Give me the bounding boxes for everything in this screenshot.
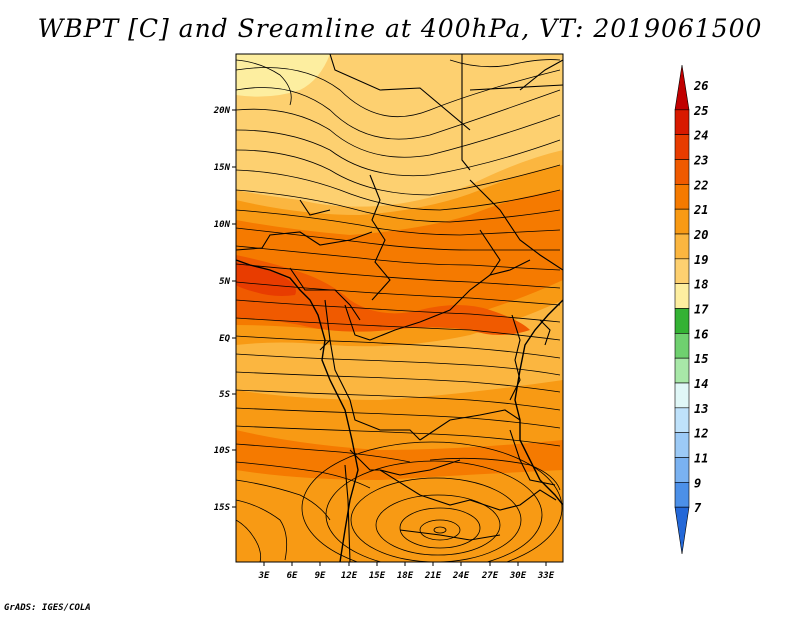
colorbar-label: 13 xyxy=(694,402,708,416)
colorbar-label: 15 xyxy=(694,352,708,366)
colorbar-label: 14 xyxy=(694,377,708,391)
colorbar-swatch xyxy=(674,357,690,384)
lon-tick-label: 33E xyxy=(537,571,555,581)
colorbar-swatch xyxy=(674,208,690,235)
colorbar-swatch xyxy=(674,109,690,135)
colorbar-label: 19 xyxy=(694,253,708,267)
lat-axis xyxy=(232,109,236,508)
map-frame xyxy=(235,53,564,563)
grads-credit: GrADS: IGES/COLA xyxy=(4,603,91,613)
lon-tick-label: 6E xyxy=(287,571,298,581)
lat-tick-labels: 20N 15N 10N 5N EQ 5S 10S 15S xyxy=(213,106,231,513)
lat-tick-label: 20N xyxy=(213,106,231,116)
colorbar-swatch xyxy=(674,233,690,260)
coastline xyxy=(236,259,563,562)
lon-tick-label: 27E xyxy=(481,571,499,581)
colorbar-swatch xyxy=(674,457,690,483)
colorbar-label: 7 xyxy=(694,501,702,515)
lat-tick-label: EQ xyxy=(219,334,230,344)
colorbar-swatch xyxy=(674,333,690,359)
colorbar-label: 25 xyxy=(693,104,708,118)
lat-tick-label: 10S xyxy=(214,446,231,456)
colorbar-label: 11 xyxy=(694,452,708,466)
lon-tick-label: 3E xyxy=(258,571,270,581)
colorbar-swatch xyxy=(674,134,690,160)
lon-axis xyxy=(263,562,547,566)
colorbar-label: 21 xyxy=(693,203,708,217)
lon-tick-label: 15E xyxy=(369,571,386,581)
colorbar-label: 18 xyxy=(694,278,708,292)
streamlines xyxy=(236,59,563,562)
colorbar-label: 23 xyxy=(693,154,708,168)
colorbar-label: 17 xyxy=(694,303,709,317)
wbpt-field xyxy=(236,54,563,562)
lat-tick-label: 5S xyxy=(219,390,230,400)
colorbar-label: 12 xyxy=(694,427,708,441)
colorbar-swatch xyxy=(674,258,690,284)
colorbar-label: 20 xyxy=(693,228,708,242)
colorbar-swatch xyxy=(674,432,690,458)
colorbar-label: 24 xyxy=(693,129,708,143)
colorbar-swatch xyxy=(674,407,690,433)
colorbar-label: 9 xyxy=(694,476,701,490)
lat-tick-label: 15N xyxy=(214,163,231,173)
lat-tick-label: 10N xyxy=(214,220,231,230)
colorbar-label: 22 xyxy=(693,178,708,192)
colorbar-swatch xyxy=(674,308,690,334)
colorbar-swatch xyxy=(674,482,690,508)
lon-tick-label: 21E xyxy=(424,571,442,581)
chart-title: WBPT [C] and Sreamline at 400hPa, VT: 20… xyxy=(37,14,763,43)
colorbar-swatch xyxy=(674,382,690,409)
lon-tick-labels: 3E 6E 9E 12E 15E 18E 21E 24E 27E 30E 33E xyxy=(258,571,555,581)
colorbar-label: 16 xyxy=(694,327,708,341)
colorbar-swatch xyxy=(674,64,690,111)
colorbar-swatch xyxy=(674,283,690,309)
lat-tick-label: 15S xyxy=(214,503,231,513)
lon-tick-label: 30E xyxy=(509,571,527,581)
lon-tick-label: 24E xyxy=(452,571,470,581)
colorbar-swatch xyxy=(674,159,690,185)
colorbar-swatch xyxy=(674,506,690,555)
colorbar-swatch xyxy=(674,184,690,210)
colorbar: 26 25 24 23 22 21 20 19 18 17 16 15 14 13 12 11 9 7 xyxy=(674,64,709,555)
lat-tick-label: 5N xyxy=(219,277,230,287)
lon-tick-label: 9E xyxy=(315,571,326,581)
lon-tick-label: 12E xyxy=(341,571,358,581)
colorbar-label: 26 xyxy=(693,79,708,93)
lon-tick-label: 18E xyxy=(397,571,414,581)
